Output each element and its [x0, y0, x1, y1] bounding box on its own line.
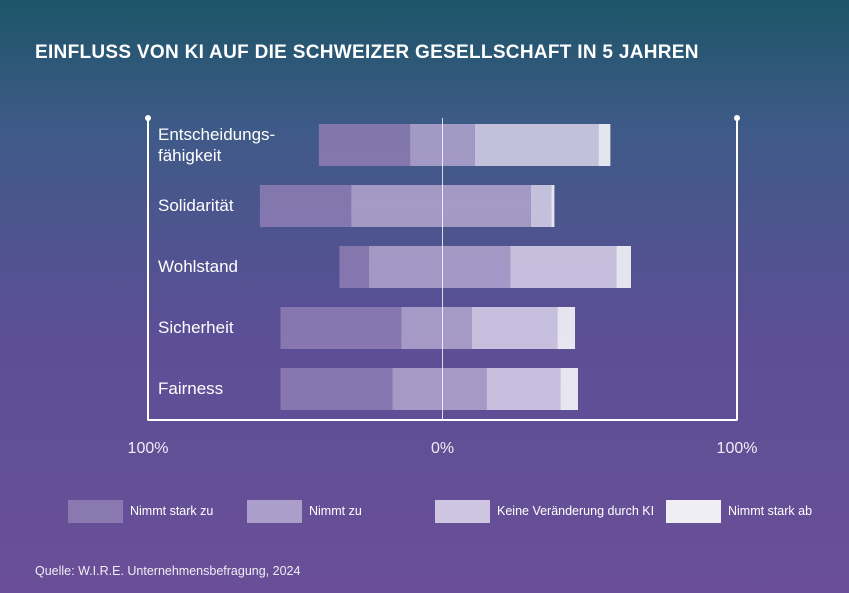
- bar-segment: [392, 368, 487, 410]
- bar-segment: [351, 185, 531, 227]
- bar-segment: [280, 368, 393, 410]
- x-tick-label: 100%: [716, 440, 758, 457]
- bar-segment: [510, 246, 617, 288]
- category-label: Entscheidungs-fähigkeit: [158, 125, 276, 165]
- bar-segment: [557, 307, 576, 349]
- category-label: Fairness: [158, 379, 224, 398]
- bar-segment: [560, 368, 578, 410]
- legend-swatch: [435, 500, 490, 523]
- source: Quelle: W.I.R.E. Unternehmensbefragung, …: [35, 564, 301, 578]
- bar-segment: [318, 124, 411, 166]
- legend-label: Nimmt stark zu: [130, 504, 214, 518]
- axis-dot: [734, 115, 740, 121]
- legend-swatch: [68, 500, 123, 523]
- bar-segment: [551, 185, 555, 227]
- legend-label: Nimmt stark ab: [728, 504, 813, 518]
- legend-label: Nimmt zu: [309, 504, 362, 518]
- bar-segment: [368, 246, 511, 288]
- bar-segment: [471, 307, 558, 349]
- axis-dot: [145, 115, 151, 121]
- category-label: Wohlstand: [158, 257, 239, 276]
- legend-item: Keine Veränderung durch KI: [435, 500, 672, 523]
- bar-segment: [474, 124, 599, 166]
- x-tick-label: 100%: [127, 440, 169, 457]
- bar-segment: [339, 246, 369, 288]
- bar-segment: [401, 307, 472, 349]
- bar-segment: [598, 124, 611, 166]
- bar-segment: [280, 307, 402, 349]
- legend-swatch: [666, 500, 721, 523]
- category-label: Sicherheit: [158, 318, 234, 337]
- legend-item: Nimmt zu: [247, 500, 439, 523]
- bar-segment: [259, 185, 352, 227]
- category-label: Solidarität: [158, 196, 234, 215]
- legend-item: Nimmt stark ab: [666, 500, 848, 523]
- bar-segment: [486, 368, 561, 410]
- bar-segment: [530, 185, 552, 227]
- legend-label: Keine Veränderung durch KI: [497, 504, 655, 518]
- legend-item: Nimmt stark zu: [68, 500, 300, 523]
- chart-title: EINFLUSS VON KI AUF DIE SCHWEIZER GESELL…: [35, 42, 699, 63]
- x-tick-label: 0%: [430, 440, 455, 457]
- bar-segment: [616, 246, 631, 288]
- legend-swatch: [247, 500, 302, 523]
